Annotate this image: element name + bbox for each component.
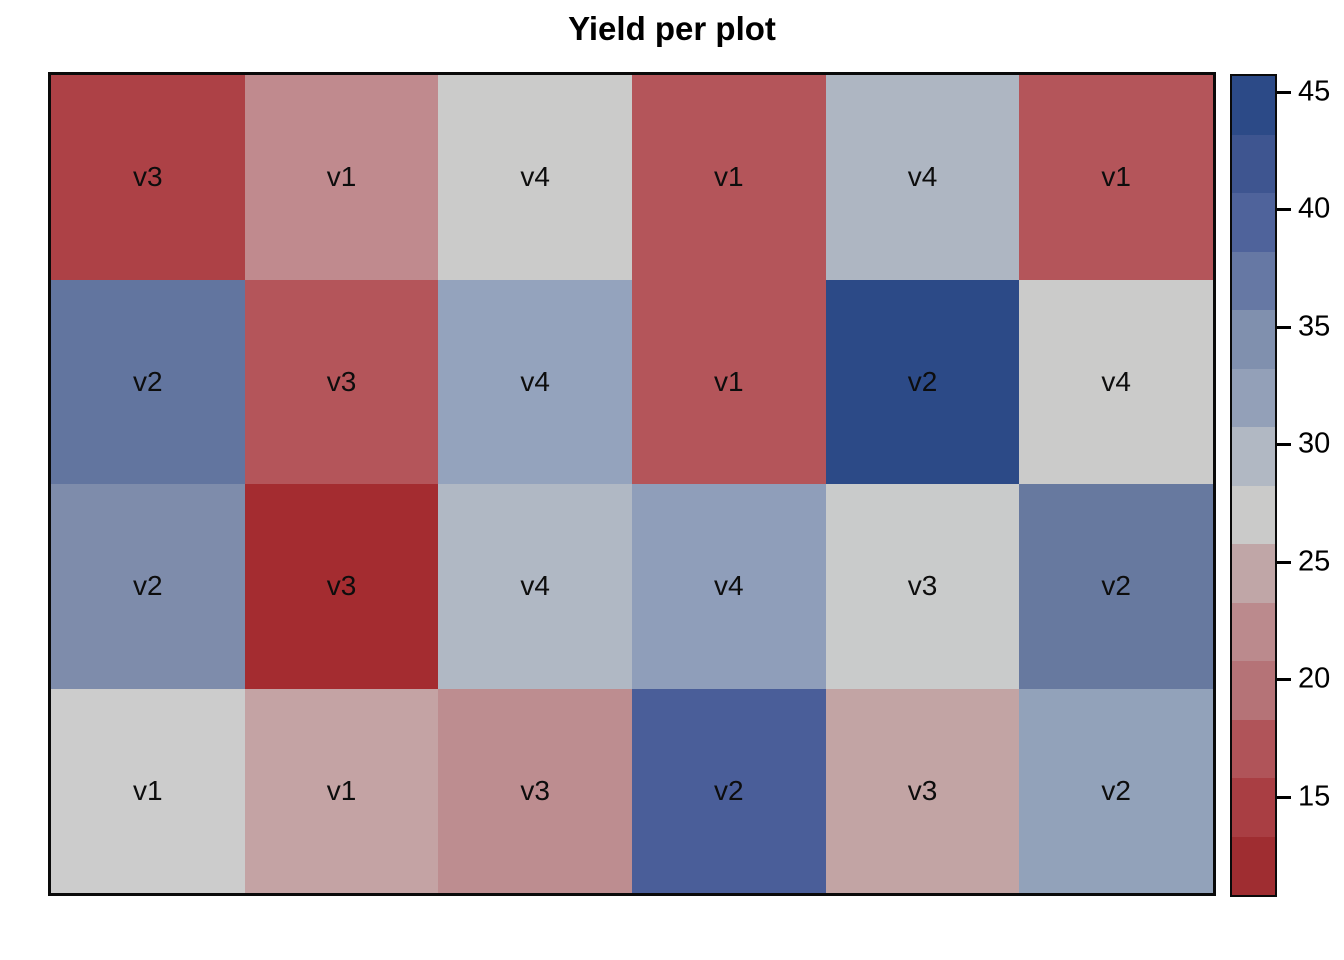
colorbar-segment — [1232, 193, 1275, 252]
heatmap-cell: v2 — [51, 279, 245, 484]
cell-label: v4 — [520, 365, 550, 397]
chart-title: Yield per plot — [568, 10, 776, 47]
cell-label: v3 — [907, 774, 938, 806]
cell-label: v1 — [714, 161, 744, 193]
cell-label: v4 — [520, 570, 550, 602]
cell-label: v2 — [133, 365, 163, 397]
colorbar-segment — [1232, 778, 1275, 837]
colorbar-segment — [1232, 427, 1275, 486]
colorbar-tick-mark — [1277, 208, 1291, 212]
colorbar-tick-label: 15 — [1298, 780, 1331, 813]
cell-label: v4 — [714, 570, 744, 602]
colorbar — [1230, 74, 1277, 897]
heatmap-cell: v4 — [825, 75, 1020, 280]
colorbar-tick-label: 35 — [1298, 310, 1331, 343]
cell-label: v2 — [1101, 570, 1131, 602]
colorbar-tick-mark — [1277, 443, 1291, 447]
heatmap-cell: v3 — [825, 688, 1020, 893]
colorbar-tick-mark — [1277, 560, 1291, 564]
heatmap-cell: v2 — [51, 484, 245, 689]
heatmap-cell: v2 — [825, 279, 1020, 484]
colorbar-segment — [1232, 368, 1275, 427]
colorbar-tick-mark — [1277, 90, 1291, 94]
cell-label: v1 — [714, 365, 744, 397]
colorbar-tick-mark — [1277, 796, 1291, 800]
heatmap-cell: v3 — [244, 484, 439, 689]
colorbar-segment — [1232, 836, 1275, 895]
cell-label: v3 — [907, 570, 938, 602]
heatmap-cell: v1 — [244, 75, 439, 280]
cell-label: v1 — [326, 161, 357, 193]
colorbar-segment — [1232, 719, 1275, 778]
colorbar-tick-label: 25 — [1298, 545, 1331, 578]
cell-label: v2 — [907, 365, 938, 397]
colorbar-tick-label: 30 — [1298, 427, 1331, 460]
heatmap-cell: v4 — [1019, 279, 1213, 484]
heatmap-cell: v4 — [632, 484, 826, 689]
heatmap-cell: v4 — [438, 75, 632, 280]
cell-label: v1 — [1101, 161, 1131, 193]
colorbar-tick-label: 45 — [1298, 75, 1331, 108]
heatmap-cell: v3 — [825, 484, 1020, 689]
heatmap-cell: v2 — [1019, 688, 1213, 893]
cell-label: v4 — [1101, 365, 1131, 397]
heatmap-cell: v2 — [632, 688, 826, 893]
heatmap-grid: v3 v1 v4 v1 v4 v1 v2 v3 v4 v1 v2 v4 v2 v3 v4 v4 v3 v2 v1 v1… — [48, 72, 1216, 896]
cell-label: v2 — [714, 774, 744, 806]
colorbar-segment — [1232, 485, 1275, 544]
heatmap-cell: v4 — [438, 279, 632, 484]
cell-label: v2 — [1101, 774, 1131, 806]
colorbar-segment — [1232, 602, 1275, 661]
heatmap-cell: v1 — [51, 688, 245, 893]
colorbar-segment — [1232, 310, 1275, 369]
cell-label: v4 — [520, 161, 550, 193]
heatmap-cell: v1 — [1019, 75, 1213, 280]
heatmap-cell: v3 — [244, 279, 439, 484]
heatmap-cell: v3 — [51, 75, 245, 280]
heatmap-cell: v1 — [244, 688, 439, 893]
heatmap-cell: v1 — [632, 279, 826, 484]
colorbar-segment — [1232, 544, 1275, 603]
colorbar-segment — [1232, 76, 1275, 135]
cell-label: v4 — [907, 161, 938, 193]
cell-label: v3 — [326, 365, 357, 397]
colorbar-tick-mark — [1277, 325, 1291, 329]
heatmap-cell: v2 — [1019, 484, 1213, 689]
cell-label: v2 — [133, 570, 163, 602]
heatmap-cell: v1 — [632, 75, 826, 280]
cell-label: v3 — [326, 570, 357, 602]
colorbar-tick-label: 20 — [1298, 662, 1331, 695]
cell-label: v1 — [133, 774, 163, 806]
cell-label: v1 — [326, 774, 357, 806]
colorbar-segment — [1232, 134, 1275, 193]
heatmap-cell: v3 — [438, 688, 632, 893]
cell-label: v3 — [520, 774, 550, 806]
colorbar-tick-mark — [1277, 678, 1291, 682]
colorbar-tick-label: 40 — [1298, 192, 1331, 225]
cell-label: v3 — [133, 161, 163, 193]
heatmap-cell: v4 — [438, 484, 632, 689]
colorbar-segment — [1232, 661, 1275, 720]
colorbar-axis: 45 40 35 30 25 20 15 — [1277, 74, 1344, 897]
colorbar-segment — [1232, 251, 1275, 310]
